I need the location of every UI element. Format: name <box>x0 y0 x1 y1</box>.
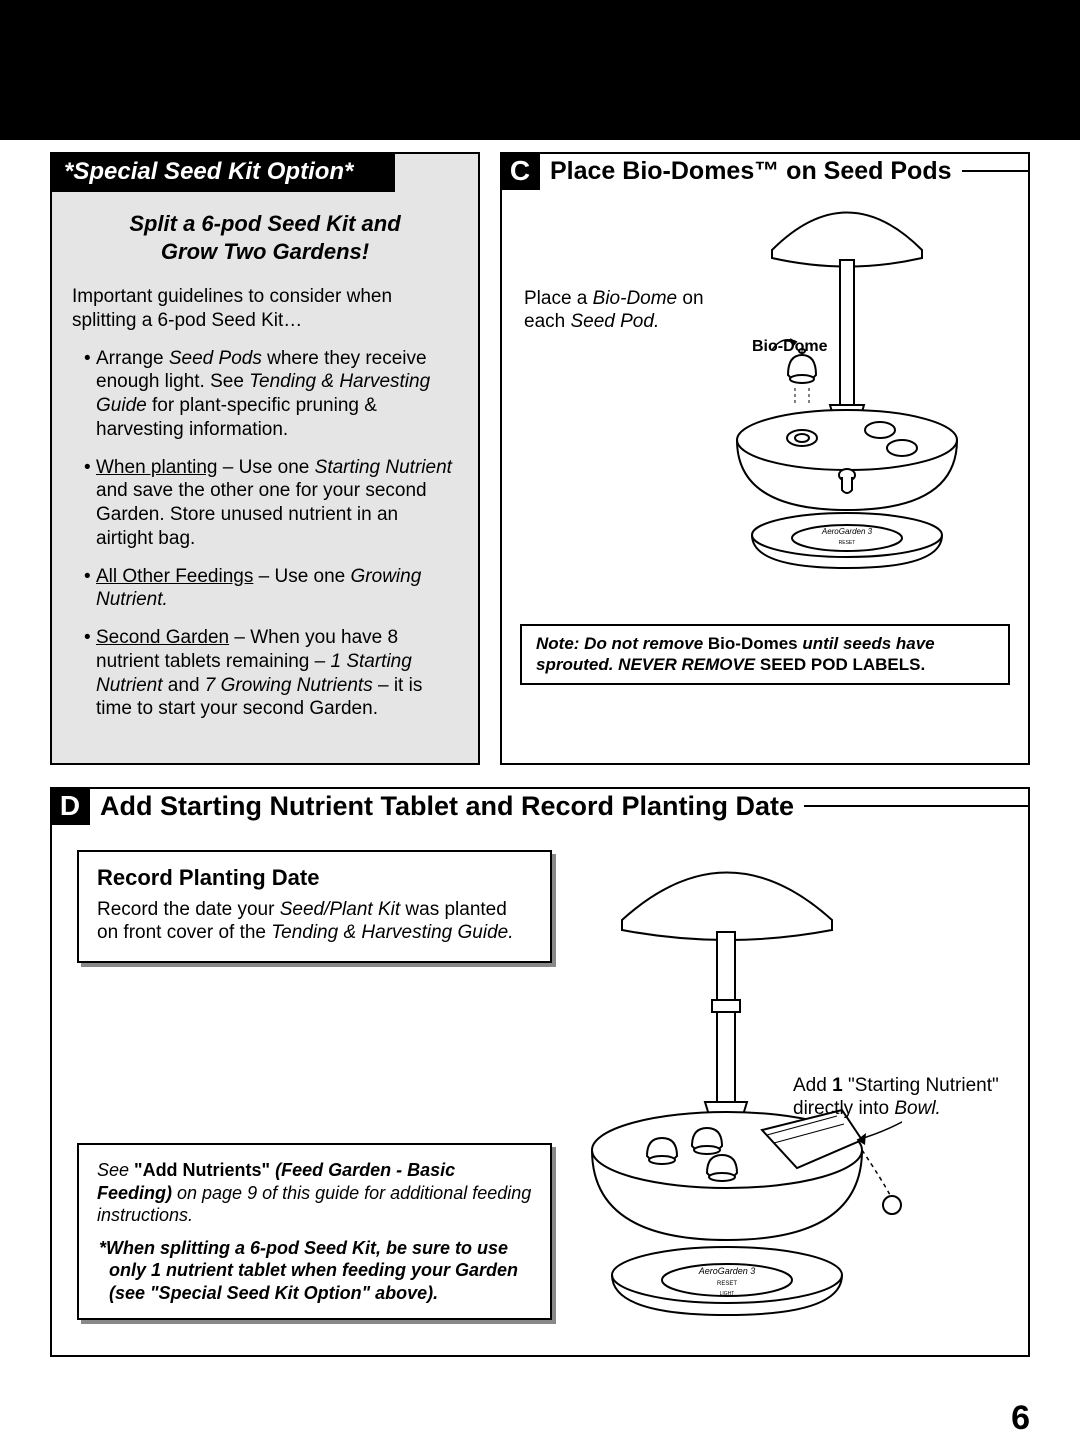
special-body: Split a 6-pod Seed Kit and Grow Two Gard… <box>52 192 478 763</box>
record-text: Record the date your Seed/Plant Kit was … <box>97 898 532 946</box>
aerogarden-diagram-c: AeroGarden 3 RESET <box>702 190 992 590</box>
step-c-panel: C Place Bio-Domes™ on Seed Pods Place a … <box>500 152 1030 765</box>
bullet-planting: When planting – Use one Starting Nutrien… <box>84 456 458 551</box>
step-d-body: Record Planting Date Record the date you… <box>52 825 1028 1335</box>
bullet-other-feedings: All Other Feedings – Use one Growing Nut… <box>84 565 458 613</box>
special-seed-kit-panel: *Special Seed Kit Option* Split a 6-pod … <box>50 152 480 765</box>
top-black-band <box>0 0 1080 140</box>
brand-text-d: AeroGarden 3 <box>698 1266 756 1276</box>
subtitle-line1: Split a 6-pod Seed Kit and <box>129 211 400 236</box>
record-date-box: Record Planting Date Record the date you… <box>77 850 552 963</box>
special-subtitle: Split a 6-pod Seed Kit and Grow Two Gard… <box>72 210 458 265</box>
step-d-left-col: Record Planting Date Record the date you… <box>77 850 552 1330</box>
subtitle-line2: Grow Two Gardens! <box>161 239 369 264</box>
step-d-header: D Add Starting Nutrient Tablet and Recor… <box>50 787 1028 825</box>
step-c-rule <box>962 170 1031 172</box>
top-row: *Special Seed Kit Option* Split a 6-pod … <box>50 152 1030 765</box>
step-c-letter: C <box>500 152 540 190</box>
reset-btn-text: RESET <box>839 540 856 546</box>
special-intro: Important guidelines to consider when sp… <box>72 285 458 333</box>
special-list: Arrange Seed Pods where they receive eno… <box>72 347 458 722</box>
bullet-second-garden: Second Garden – When you have 8 nutrient… <box>84 626 458 721</box>
light-btn-d: LIGHT <box>720 1291 735 1297</box>
special-header: *Special Seed Kit Option* <box>50 152 395 192</box>
add-nutrient-text: Add 1 "Starting Nutrient" directly into … <box>793 1075 1003 1121</box>
feed-see-text: See "Add Nutrients" (Feed Garden - Basic… <box>97 1159 532 1227</box>
step-c-note: Note: Do not remove Bio-Domes until seed… <box>520 624 1010 685</box>
step-d-letter: D <box>50 787 90 825</box>
record-heading: Record Planting Date <box>97 864 532 892</box>
step-d-title: Add Starting Nutrient Tablet and Record … <box>100 791 794 822</box>
step-d-rule <box>804 805 1030 807</box>
page-content: *Special Seed Kit Option* Split a 6-pod … <box>0 152 1080 1387</box>
feed-note-box: See "Add Nutrients" (Feed Garden - Basic… <box>77 1143 552 1320</box>
step-d-right-col: AeroGarden 3 RESET LIGHT Add 1 "Starting… <box>572 850 1003 1330</box>
bullet-arrange: Arrange Seed Pods where they receive eno… <box>84 347 458 442</box>
reset-btn-d: RESET <box>717 1281 737 1287</box>
page-number: 6 <box>0 1387 1080 1438</box>
brand-text: AeroGarden 3 <box>821 527 873 536</box>
step-d-panel: D Add Starting Nutrient Tablet and Recor… <box>50 787 1030 1357</box>
feed-split-text: *When splitting a 6-pod Seed Kit, be sur… <box>97 1237 532 1305</box>
step-c-title: Place Bio-Domes™ on Seed Pods <box>550 157 952 186</box>
step-c-header: C Place Bio-Domes™ on Seed Pods <box>500 152 1028 190</box>
place-biodome-text: Place a Bio-Dome on each Seed Pod. <box>524 288 724 334</box>
step-c-body: Place a Bio-Dome on each Seed Pod. Bio-D… <box>502 190 1028 685</box>
